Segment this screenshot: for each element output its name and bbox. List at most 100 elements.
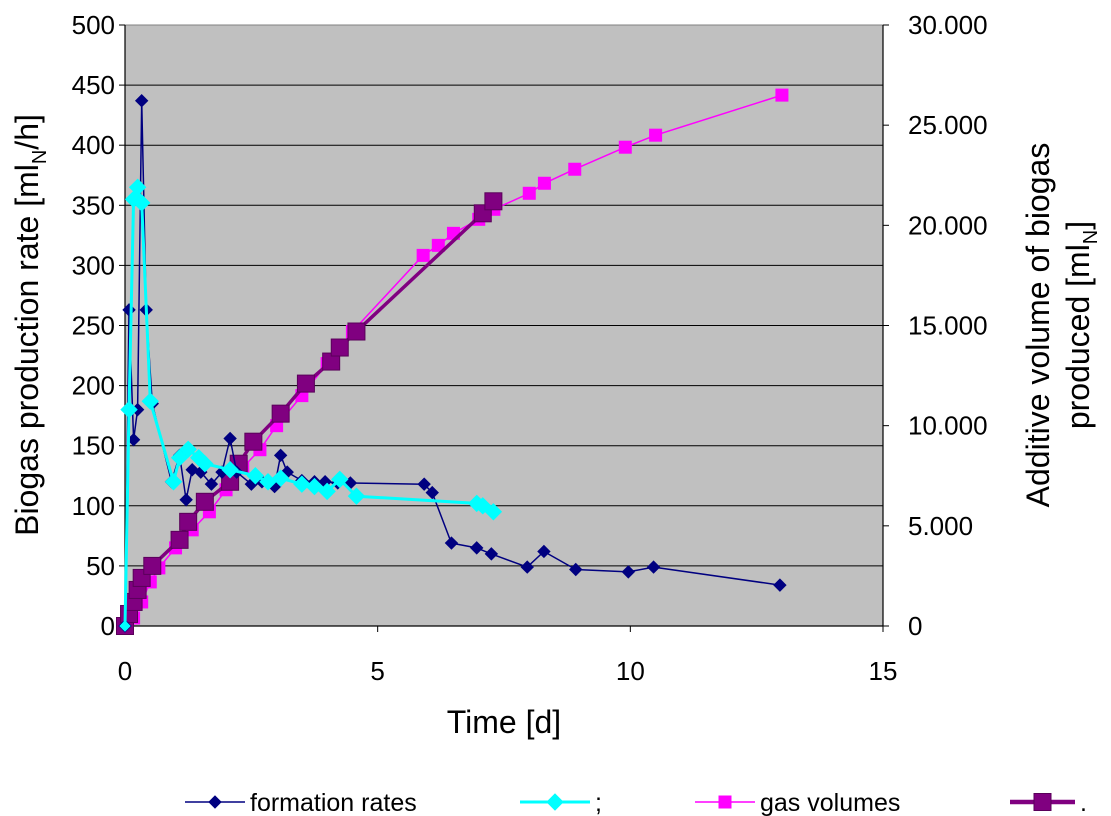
data-point xyxy=(223,431,237,446)
legend-item: gas volumes xyxy=(695,789,900,816)
data-point xyxy=(522,186,536,200)
data-point xyxy=(416,248,430,262)
y-left-tick-label: 400 xyxy=(72,130,115,160)
data-point xyxy=(621,565,636,579)
data-point xyxy=(179,493,193,507)
data-point xyxy=(273,448,288,463)
legend-label: formation rates xyxy=(250,789,417,816)
data-point xyxy=(718,795,732,809)
y-right-tick-label: 20.000 xyxy=(908,210,988,240)
x-tick-label: 5 xyxy=(370,656,384,686)
x-tick-label: 10 xyxy=(616,656,645,686)
legend-label: . xyxy=(1080,789,1087,816)
data-point xyxy=(618,140,632,154)
data-point xyxy=(208,795,222,809)
data-point xyxy=(484,503,503,521)
y-right-tick-label: 5.000 xyxy=(908,511,973,541)
data-point xyxy=(296,374,315,393)
data-point xyxy=(347,322,366,341)
data-point xyxy=(134,94,149,108)
data-point xyxy=(246,467,265,485)
legend: formation rates; gas volumes. xyxy=(185,789,1087,816)
series-layer xyxy=(116,88,789,635)
y-left-tick-label: 500 xyxy=(72,10,115,40)
x-tick-labels: 0 5 10 15 xyxy=(118,656,898,686)
y-right-tick-label: 25.000 xyxy=(908,110,988,140)
data-point xyxy=(318,482,336,501)
data-point xyxy=(179,440,197,459)
data-point xyxy=(221,461,239,479)
data-point xyxy=(305,477,324,496)
x-axis-title: Time [d] xyxy=(447,704,561,740)
y-right-axis-title-line1: Additive volume of biogas xyxy=(1020,143,1056,508)
y-left-tick-label: 300 xyxy=(72,250,115,280)
data-point xyxy=(271,469,290,487)
y-left-tick-label: 0 xyxy=(101,611,115,641)
data-point xyxy=(537,544,551,559)
data-point xyxy=(293,475,311,493)
legend-label: gas volumes xyxy=(760,789,900,816)
data-point xyxy=(143,556,162,575)
data-point xyxy=(179,512,198,531)
y-left-axis-title: Biogas production rate [mlN/h] xyxy=(9,114,51,536)
axes xyxy=(119,24,889,632)
data-point xyxy=(569,562,583,577)
legend-item: ; xyxy=(520,789,602,816)
y-right-axis-title-line2: produced [mlN] xyxy=(1060,221,1102,429)
y-right-tick-labels: 0 5.000 10.000 15.000 20.000 25.000 30.000 xyxy=(908,10,988,641)
data-point xyxy=(331,470,349,489)
data-point xyxy=(170,449,189,467)
data-point xyxy=(775,88,789,102)
data-point xyxy=(484,547,499,561)
data-point xyxy=(195,492,214,511)
y-left-tick-label: 200 xyxy=(72,371,115,401)
data-point xyxy=(347,487,366,505)
data-point xyxy=(484,192,503,211)
data-point xyxy=(568,162,582,176)
y-right-tick-label: 10.000 xyxy=(908,411,988,441)
data-point xyxy=(546,793,564,811)
x-tick-label: 15 xyxy=(869,656,898,686)
legend-item: . xyxy=(1010,789,1087,816)
data-point xyxy=(425,485,439,500)
y-right-tick-label: 15.000 xyxy=(908,311,988,341)
data-point xyxy=(431,238,445,252)
data-point xyxy=(204,477,219,491)
data-point xyxy=(164,473,183,491)
data-point xyxy=(132,194,151,212)
data-point xyxy=(646,560,661,574)
y-right-tick-label: 0 xyxy=(908,611,922,641)
data-point xyxy=(120,400,138,419)
data-point xyxy=(520,560,534,574)
y-left-tick-label: 100 xyxy=(72,491,115,521)
x-tick-label: 0 xyxy=(118,656,132,686)
data-point xyxy=(330,338,349,357)
data-point xyxy=(141,392,159,410)
data-point xyxy=(119,620,131,632)
data-point xyxy=(196,455,214,473)
data-point xyxy=(444,536,459,550)
y-left-tick-label: 250 xyxy=(72,311,115,341)
data-point xyxy=(244,432,263,451)
y-left-tick-labels: 0 50 100 150 200 250 300 350 400 450 500 xyxy=(72,10,115,641)
grid-lines xyxy=(125,84,883,567)
data-point xyxy=(128,178,147,196)
y-left-tick-label: 450 xyxy=(72,70,115,100)
data-point xyxy=(271,404,290,423)
data-point xyxy=(537,176,551,190)
legend-item: formation rates xyxy=(185,789,417,816)
data-point xyxy=(470,541,484,555)
y-left-tick-label: 350 xyxy=(72,190,115,220)
data-point xyxy=(649,128,663,142)
y-right-tick-label: 30.000 xyxy=(908,10,988,40)
series-3 xyxy=(116,192,503,635)
series-1 xyxy=(119,178,503,632)
legend-label: ; xyxy=(595,789,602,816)
data-point xyxy=(1033,793,1052,811)
y-left-tick-label: 50 xyxy=(86,551,115,581)
data-point xyxy=(773,578,787,592)
y-left-tick-label: 150 xyxy=(72,431,115,461)
data-point xyxy=(170,530,189,549)
data-point xyxy=(417,477,431,491)
